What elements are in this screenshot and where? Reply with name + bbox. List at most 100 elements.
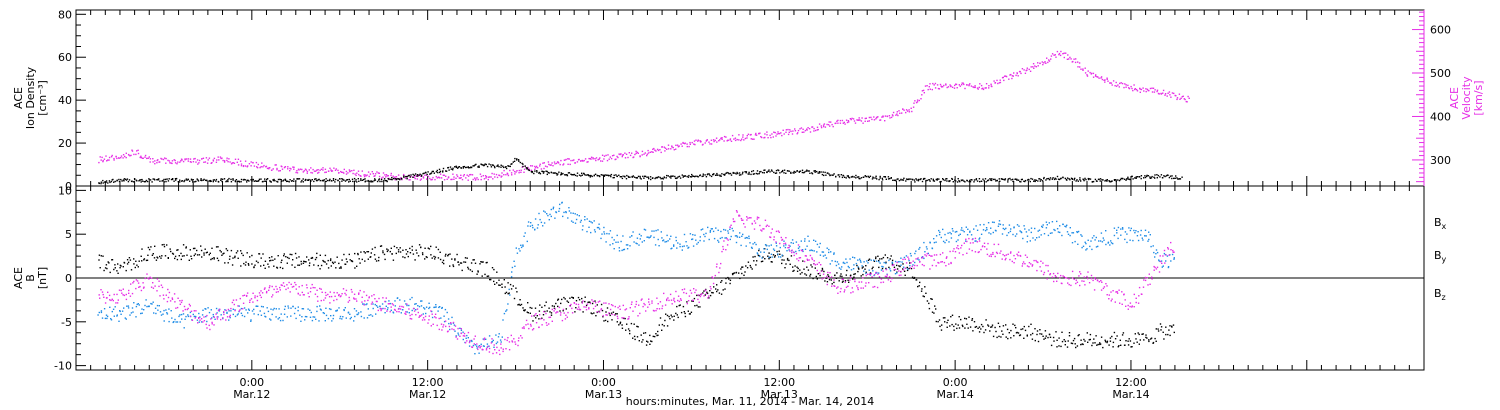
velocity-axis-title-line: ACE (1448, 87, 1461, 109)
density-point (531, 171, 533, 174)
velocity-point (275, 164, 277, 166)
density-point (1128, 178, 1130, 180)
density-point (768, 169, 770, 171)
velocity-point (221, 157, 223, 159)
bz-point (215, 313, 217, 315)
by-point (497, 336, 500, 338)
bx-point (1160, 326, 1163, 328)
by-point (845, 258, 847, 260)
by-point (299, 314, 301, 316)
velocity-point (139, 156, 141, 159)
bx-point (258, 253, 261, 255)
bz-point (297, 292, 299, 295)
bx-point (279, 266, 282, 269)
density-point (474, 164, 476, 166)
by-point (852, 256, 854, 258)
velocity-point (148, 156, 150, 158)
bx-point (297, 264, 299, 266)
bx-point (454, 258, 456, 260)
density-point (234, 180, 237, 183)
velocity-point (625, 153, 628, 155)
by-point (590, 221, 592, 223)
bx-point (285, 256, 287, 258)
by-point (1080, 234, 1082, 236)
bx-point (578, 299, 581, 301)
velocity-point (564, 159, 566, 161)
bx-point (496, 282, 498, 284)
by-point (907, 268, 909, 270)
bz-point (150, 286, 153, 288)
bx-point (774, 255, 776, 257)
density-point (395, 178, 398, 181)
density-point (396, 178, 398, 180)
bz-point (120, 289, 122, 292)
density-point (686, 175, 688, 178)
bx-point (1014, 324, 1016, 327)
bz-point (387, 303, 390, 305)
bx-point (1045, 335, 1047, 337)
velocity-point (367, 171, 370, 173)
by-point (841, 266, 843, 268)
velocity-point (116, 157, 118, 160)
by-point (618, 250, 621, 252)
bx-point (893, 266, 896, 268)
bz-point (187, 307, 189, 310)
bx-point (1141, 333, 1143, 335)
by-point (960, 229, 962, 231)
bx-point (574, 311, 576, 313)
by-series (97, 201, 1175, 355)
velocity-point (226, 159, 228, 162)
bx-point (1106, 341, 1108, 344)
bx-point (1099, 343, 1102, 345)
by-point (709, 230, 712, 232)
bx-point (249, 256, 251, 258)
by-point (152, 301, 154, 303)
velocity-point (204, 161, 207, 163)
velocity-point (839, 119, 842, 122)
velocity-point (568, 158, 570, 160)
by-point (643, 240, 645, 242)
bx-point (616, 321, 618, 323)
by-point (636, 243, 638, 245)
density-point (584, 174, 586, 176)
bz-point (216, 316, 218, 318)
velocity-point (652, 151, 654, 153)
velocity-point (764, 133, 766, 135)
bz-point (203, 320, 206, 322)
density-point (833, 173, 835, 175)
by-point (323, 312, 325, 315)
velocity-point (922, 89, 925, 92)
bx-point (382, 251, 384, 254)
bx-point (176, 249, 178, 251)
by-point (1113, 227, 1116, 229)
density-point (838, 176, 841, 178)
density-point (406, 175, 408, 178)
bx-point (898, 265, 900, 267)
density-point (484, 163, 486, 165)
bx-point (288, 257, 290, 260)
bx-point (609, 314, 611, 317)
by-point (779, 246, 781, 249)
density-point (924, 177, 926, 180)
bz-point (246, 292, 249, 294)
velocity-point (518, 169, 520, 172)
density-point (740, 174, 742, 176)
by-point (411, 296, 413, 299)
velocity-point (295, 171, 297, 174)
velocity-point (345, 170, 348, 173)
by-point (859, 258, 861, 260)
bx-point (445, 253, 447, 256)
density-point (1105, 179, 1107, 181)
by-point (431, 310, 433, 313)
density-point (372, 181, 374, 183)
density-point (892, 179, 894, 181)
by-point (513, 260, 515, 262)
density-point (949, 180, 951, 182)
bx-point (646, 340, 648, 342)
bx-point (682, 305, 685, 308)
bx-point (1102, 346, 1104, 349)
density-point (783, 169, 786, 171)
by-point (438, 306, 440, 309)
density-point (391, 176, 393, 179)
